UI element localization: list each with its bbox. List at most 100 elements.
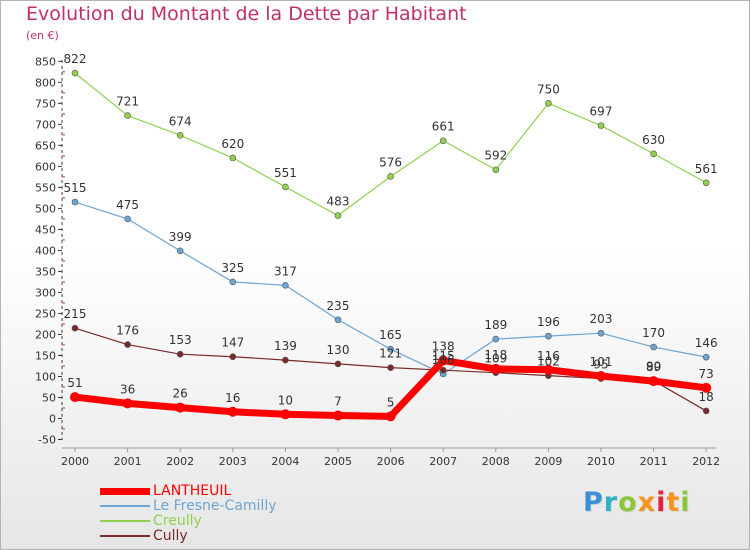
data-label: 822 (64, 52, 87, 66)
y-tick-label: 400 (35, 244, 56, 257)
data-point (176, 131, 184, 139)
data-point (124, 112, 131, 119)
y-tick-label: 150 (35, 349, 56, 362)
data-label: 89 (646, 360, 661, 374)
data-point (597, 122, 605, 129)
data-point (492, 166, 500, 174)
data-label: 5 (387, 395, 395, 409)
data-point (597, 329, 605, 337)
y-tick-label: 100 (35, 370, 56, 383)
data-point (229, 154, 237, 162)
y-tick-label: 700 (35, 118, 56, 131)
data-label: 139 (274, 339, 297, 353)
y-tick-label: 550 (35, 181, 56, 194)
data-label: 317 (274, 264, 297, 278)
data-point (438, 355, 449, 366)
data-point (70, 392, 80, 403)
y-tick-label: 50 (42, 391, 56, 404)
data-point (124, 341, 131, 348)
data-label: 515 (64, 181, 87, 195)
chart-title: Evolution du Montant de la Dette par Hab… (26, 3, 467, 25)
data-label: 118 (484, 348, 507, 362)
data-label: 475 (116, 198, 139, 212)
data-label: 561 (695, 162, 718, 176)
data-point (124, 215, 131, 223)
data-point (492, 335, 500, 343)
chart-unit-label: (en €) (26, 29, 59, 42)
data-label: 146 (695, 336, 718, 350)
data-point (71, 69, 79, 77)
data-label: 674 (169, 114, 192, 128)
y-tick-label: 200 (35, 328, 56, 341)
data-label: 10 (278, 393, 293, 407)
data-label: 16 (225, 391, 240, 405)
x-tick-label: 2009 (534, 455, 562, 468)
proxiti-logo: Proxiti (583, 487, 691, 518)
data-point (71, 324, 79, 332)
data-point (387, 364, 394, 371)
data-label: 483 (327, 195, 350, 209)
data-label: 138 (432, 340, 455, 354)
data-point (229, 278, 237, 286)
data-point (387, 173, 394, 180)
y-tick-label: 600 (35, 160, 56, 173)
data-label: 620 (221, 137, 244, 151)
data-label: 325 (221, 261, 244, 275)
data-label: 661 (432, 120, 455, 134)
data-point (334, 360, 342, 368)
data-label: 203 (590, 312, 613, 326)
legend-label: Cully (153, 528, 188, 544)
legend-label: Le Fresne-Camilly (153, 498, 277, 514)
data-label: 26 (173, 387, 188, 401)
y-tick-label: 750 (35, 97, 56, 110)
y-tick-label: 500 (35, 202, 56, 215)
data-label: 7 (334, 395, 342, 409)
legend-label: Creully (153, 513, 202, 529)
x-tick-label: 2010 (587, 455, 615, 468)
data-point (648, 376, 659, 387)
data-label: 101 (590, 355, 613, 369)
data-point (282, 183, 289, 191)
data-point (650, 343, 657, 351)
data-label: 551 (274, 166, 297, 180)
x-tick-label: 2005 (324, 455, 352, 468)
data-point (596, 371, 606, 382)
legend-swatch (100, 487, 150, 495)
y-tick-label: 650 (35, 139, 56, 152)
data-label: 170 (642, 326, 665, 340)
data-point (543, 364, 554, 375)
data-label: 90 (646, 360, 661, 374)
data-label: 130 (327, 343, 350, 357)
data-point (650, 150, 657, 158)
series-line (74, 72, 707, 217)
data-label: 109 (484, 352, 507, 366)
legend-swatch (100, 520, 150, 522)
data-label: 630 (642, 133, 665, 147)
x-tick-label: 2000 (61, 455, 89, 468)
data-label: 176 (116, 324, 139, 338)
x-tick-label: 2004 (271, 455, 299, 468)
data-label: 36 (120, 382, 135, 396)
data-label: 95 (593, 358, 608, 372)
y-tick-label: 450 (35, 223, 56, 236)
data-point (545, 100, 552, 107)
data-label: 106 (432, 353, 455, 367)
data-label: 18 (699, 390, 714, 404)
data-point (176, 247, 184, 255)
data-label: 196 (537, 315, 560, 329)
data-point (702, 179, 710, 187)
data-point (333, 410, 343, 421)
data-label: 153 (169, 333, 192, 347)
x-tick-label: 2001 (114, 455, 142, 468)
y-tick-label: 850 (35, 55, 56, 68)
x-tick-label: 2008 (482, 455, 510, 468)
data-label: 399 (169, 230, 192, 244)
x-tick-label: 2002 (166, 455, 194, 468)
data-point (545, 332, 552, 340)
data-point (282, 356, 289, 364)
data-point (229, 353, 237, 361)
data-label: 121 (379, 347, 402, 361)
y-tick-label: 800 (35, 76, 56, 89)
data-point (282, 281, 289, 289)
